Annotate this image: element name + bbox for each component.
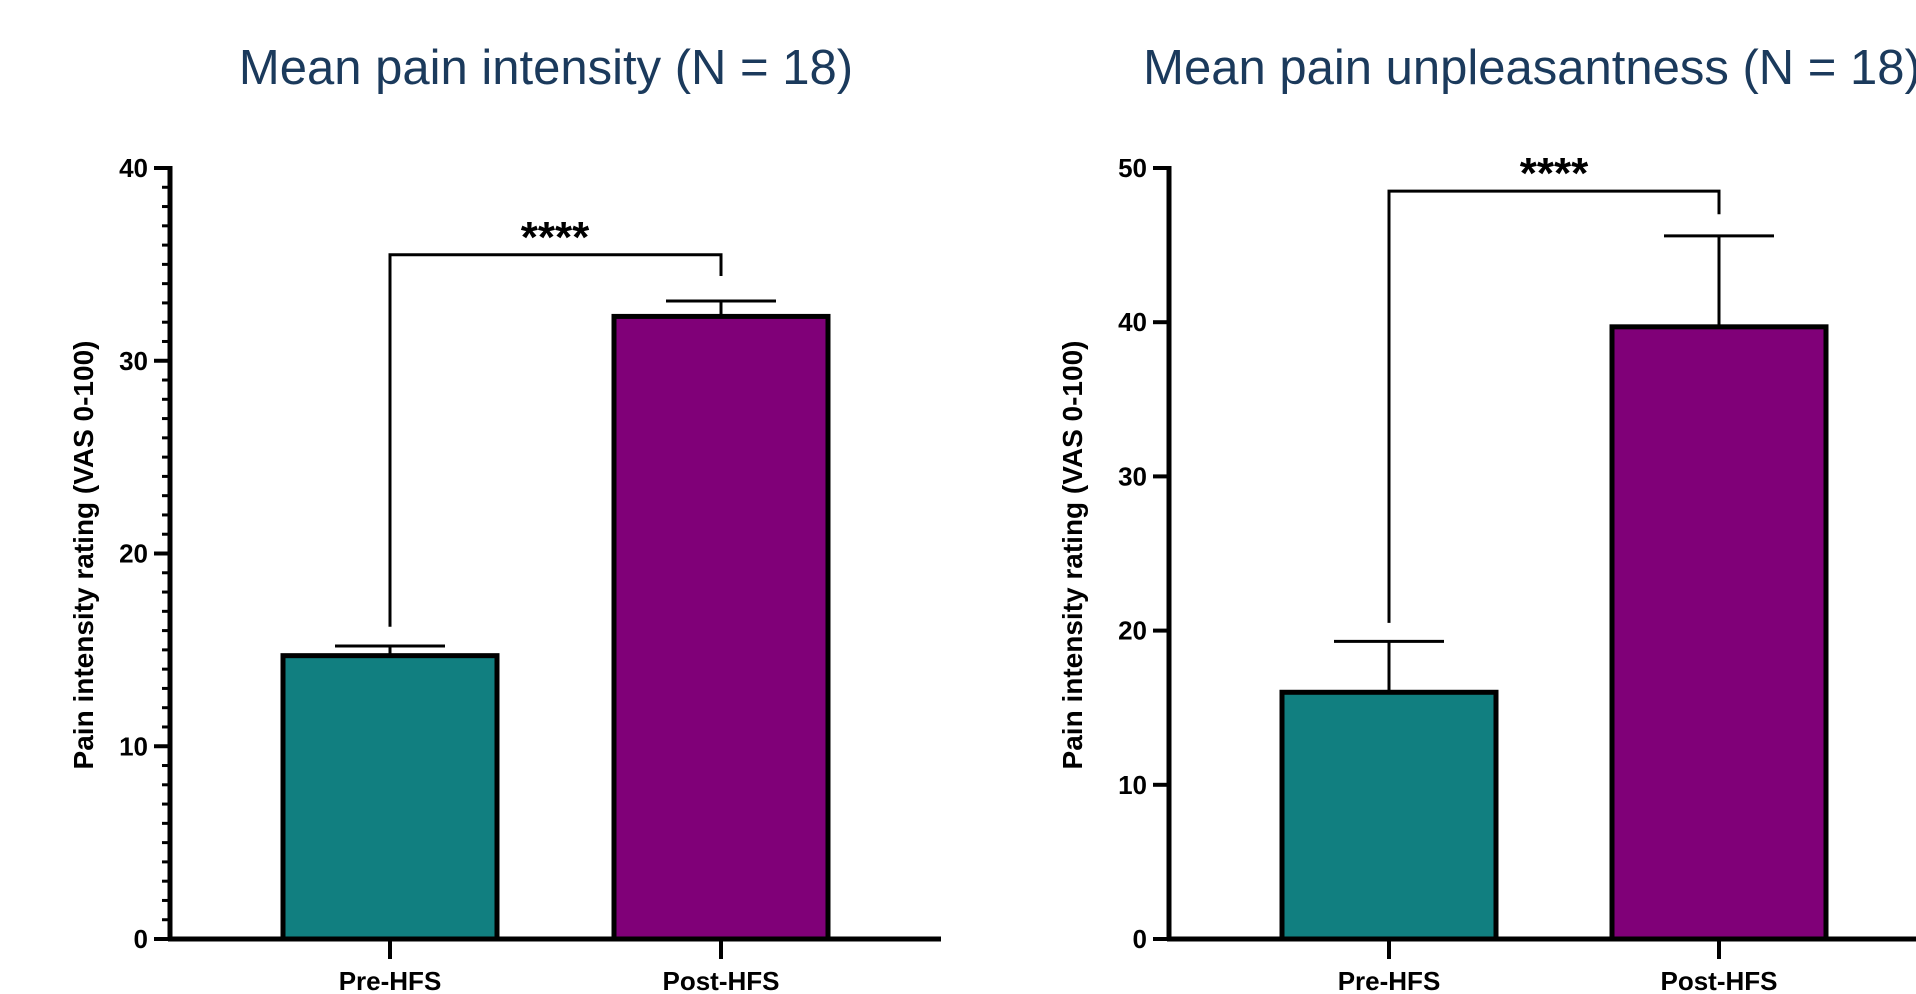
chart-title: Mean pain unpleasantness (N = 18) [1143,41,1916,95]
y-tick-label: 0 [134,924,148,954]
y-tick-label: 0 [1133,924,1147,954]
significance-label: **** [1520,149,1589,198]
bar-post-hfs [611,313,831,942]
x-category-label: Post-HFS [1661,966,1778,994]
chart-panel-unpleasantness: Mean pain unpleasantness (N = 18) Pain i… [958,0,1916,994]
plot-area: 0 10 20 30 40 [119,153,941,959]
y-axis-label: Pain intensity rating (VAS 0-100) [68,341,99,770]
bar-post-hfs [1609,324,1829,942]
chart-title: Mean pain intensity (N = 18) [239,41,853,95]
y-tick-label: 10 [1118,770,1147,800]
y-tick-label: 20 [1118,616,1147,646]
significance-label: **** [521,213,590,262]
x-category-label: Post-HFS [663,966,780,994]
chart-intensity: Mean pain intensity (N = 18) Pain intens… [68,41,941,994]
x-category-label: Pre-HFS [1338,966,1441,994]
y-tick-label: 20 [119,539,148,569]
y-tick-label: 40 [1118,307,1147,337]
y-tick-label: 30 [119,346,148,376]
bar-pre-hfs [1279,689,1499,942]
chart-unpleasantness: Mean pain unpleasantness (N = 18) Pain i… [1057,41,1916,994]
y-tick-label: 10 [119,731,148,761]
significance-bracket [1387,189,1721,623]
bar-pre-hfs [280,653,500,942]
significance-bracket [388,253,723,627]
plot-area: 0 10 20 30 40 50 [1118,153,1916,959]
y-tick-label: 50 [1118,153,1147,183]
chart-panel-intensity: Mean pain intensity (N = 18) Pain intens… [68,41,941,994]
x-category-label: Pre-HFS [339,966,442,994]
y-tick-label: 40 [119,153,148,183]
y-tick-label: 30 [1118,461,1147,491]
y-axis-label: Pain intensity rating (VAS 0-100) [1057,341,1088,770]
